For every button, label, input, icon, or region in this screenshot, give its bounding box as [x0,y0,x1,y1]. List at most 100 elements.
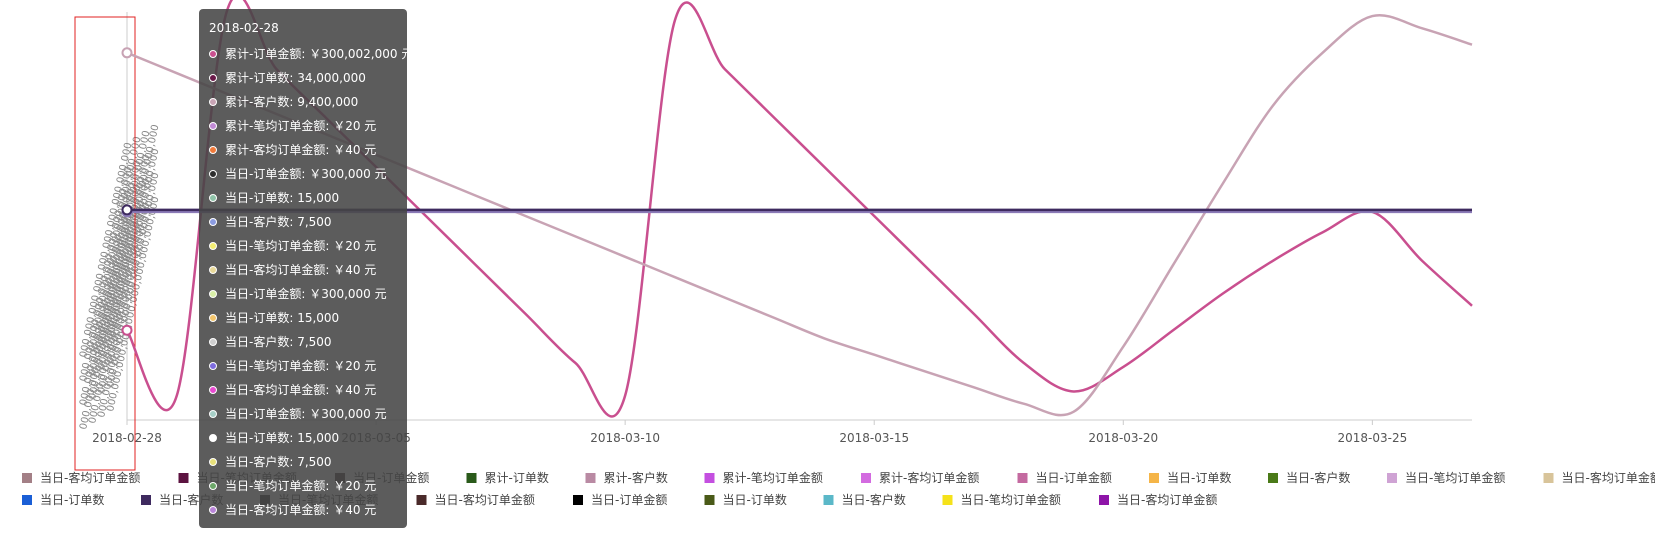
tooltip-dot-icon [209,98,217,106]
tooltip-row-text: 当日-客均订单金额: ￥40 元 [225,498,376,522]
tooltip-row-text: 当日-客户数: 7,500 [225,210,332,234]
legend-item[interactable]: 当日-客均订单金额 [417,492,535,507]
legend-swatch [1099,495,1109,505]
legend-item[interactable]: 累计-订单数 [467,470,549,485]
legend-item[interactable]: 当日-笔均订单金额 [943,492,1061,507]
legend-label: 累计-笔均订单金额 [723,470,823,485]
tooltip-row: 当日-订单金额: ￥300,000 元 [209,282,397,306]
legend-label: 当日-笔均订单金额 [1405,470,1505,485]
tooltip-row-text: 当日-订单金额: ￥300,000 元 [225,402,387,426]
legend-item[interactable]: 当日-客户数 [1268,470,1350,485]
legend-item[interactable]: 当日-客均订单金额 [1099,492,1217,507]
legend-item[interactable]: 累计-客均订单金额 [861,470,979,485]
x-tick-label: 2018-02-28 [92,431,162,445]
tooltip-row: 累计-客均订单金额: ￥40 元 [209,138,397,162]
tooltip-row: 当日-客均订单金额: ￥40 元 [209,498,397,522]
legend-swatch [1544,473,1554,483]
tooltip-row: 当日-订单数: 15,000 [209,426,397,450]
legend-swatch [586,473,596,483]
legend-label: 当日-订单数 [1167,470,1231,485]
tooltip-dot-icon [209,74,217,82]
legend-swatch [467,473,477,483]
tooltip-row-text: 当日-订单金额: ￥300,000 元 [225,162,387,186]
legend-swatch [141,495,151,505]
legend-swatch [1149,473,1159,483]
tooltip-row-text: 累计-笔均订单金额: ￥20 元 [225,114,376,138]
legend-item[interactable]: 当日-客均订单金额 [1544,470,1655,485]
tooltip-row: 当日-订单数: 15,000 [209,186,397,210]
series-point-1[interactable] [123,48,132,57]
legend-label: 累计-客均订单金额 [879,470,979,485]
legend-item[interactable]: 当日-订单数 [1149,470,1231,485]
tooltip-dot-icon [209,146,217,154]
tooltip-row-text: 当日-笔均订单金额: ￥20 元 [225,354,376,378]
legend-item[interactable]: 当日-客均订单金额 [22,470,140,485]
legend-item[interactable]: 当日-订单金额 [573,492,667,507]
tooltip-dot-icon [209,482,217,490]
legend-swatch [861,473,871,483]
tooltip-row: 当日-订单金额: ￥300,000 元 [209,162,397,186]
tooltip: 2018-02-28 累计-订单金额: ￥300,002,000 元累计-订单数… [199,9,407,528]
legend-label: 当日-客均订单金额 [435,492,535,507]
legend-swatch [179,473,189,483]
x-tick-label: 2018-03-25 [1337,431,1407,445]
tooltip-row-text: 当日-订单数: 15,000 [225,426,339,450]
tooltip-row-text: 当日-笔均订单金额: ￥20 元 [225,474,376,498]
legend-item[interactable]: 累计-客户数 [586,470,668,485]
tooltip-row-text: 当日-客均订单金额: ￥40 元 [225,258,376,282]
legend-label: 当日-笔均订单金额 [961,492,1061,507]
tooltip-row-text: 当日-客户数: 7,500 [225,450,332,474]
legend-swatch [1387,473,1397,483]
tooltip-row: 当日-笔均订单金额: ￥20 元 [209,474,397,498]
legend-item[interactable]: 当日-客户数 [824,492,906,507]
tooltip-row: 当日-订单数: 15,000 [209,306,397,330]
series-point-3[interactable] [123,205,132,214]
tooltip-row-text: 累计-客均订单金额: ￥40 元 [225,138,376,162]
tooltip-title: 2018-02-28 [209,18,397,38]
tooltip-row-text: 当日-订单数: 15,000 [225,186,339,210]
y-axis-labels: 000,000,000,000,000,000,000,000,000,0000… [75,17,162,470]
legend-label: 累计-客户数 [604,470,668,485]
tooltip-dot-icon [209,362,217,370]
x-tick-label: 2018-03-15 [839,431,909,445]
legend-swatch [22,495,32,505]
series-point-0[interactable] [123,326,132,335]
tooltip-row-text: 当日-订单数: 15,000 [225,306,339,330]
legend-item[interactable]: 当日-笔均订单金额 [1387,470,1505,485]
tooltip-dot-icon [209,290,217,298]
tooltip-row-text: 累计-客户数: 9,400,000 [225,90,358,114]
tooltip-row-text: 累计-订单金额: ￥300,002,000 元 [225,42,413,66]
tooltip-row-text: 累计-订单数: 34,000,000 [225,66,366,90]
tooltip-dot-icon [209,314,217,322]
legend-item[interactable]: 当日-订单数 [22,492,104,507]
legend-label: 当日-订单数 [723,492,787,507]
tooltip-dot-icon [209,50,217,58]
legend-swatch [1268,473,1278,483]
tooltip-rows: 累计-订单金额: ￥300,002,000 元累计-订单数: 34,000,00… [209,42,397,522]
tooltip-row: 当日-客户数: 7,500 [209,210,397,234]
tooltip-row-text: 当日-客户数: 7,500 [225,330,332,354]
tooltip-row: 累计-笔均订单金额: ￥20 元 [209,114,397,138]
x-tick-label: 2018-03-10 [590,431,660,445]
tooltip-dot-icon [209,266,217,274]
tooltip-dot-icon [209,170,217,178]
tooltip-dot-icon [209,242,217,250]
legend-swatch [417,495,427,505]
tooltip-row: 当日-客户数: 7,500 [209,450,397,474]
tooltip-row-text: 当日-笔均订单金额: ￥20 元 [225,234,376,258]
tooltip-row: 累计-订单金额: ￥300,002,000 元 [209,42,397,66]
legend-swatch [22,473,32,483]
legend-swatch [705,473,715,483]
legend-label: 当日-客均订单金额 [40,470,140,485]
legend-item[interactable]: 当日-订单数 [705,492,787,507]
tooltip-dot-icon [209,458,217,466]
tooltip-row: 当日-客均订单金额: ￥40 元 [209,378,397,402]
legend-item[interactable]: 累计-笔均订单金额 [705,470,823,485]
legend-label: 当日-客均订单金额 [1117,492,1217,507]
legend-item[interactable]: 当日-订单金额 [1018,470,1112,485]
legend-label: 当日-订单金额 [591,492,667,507]
tooltip-row: 累计-客户数: 9,400,000 [209,90,397,114]
legend-swatch [943,495,953,505]
x-tick-label: 2018-03-20 [1088,431,1158,445]
tooltip-dot-icon [209,410,217,418]
